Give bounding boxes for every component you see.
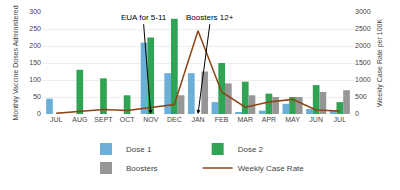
svg-text:1500: 1500 — [355, 59, 371, 66]
svg-text:3000: 3000 — [355, 8, 371, 15]
svg-text:Weekly Case Rate per 100K: Weekly Case Rate per 100K — [376, 19, 384, 108]
svg-text:AUG: AUG — [72, 116, 87, 123]
svg-text:Boosters: Boosters — [126, 164, 158, 173]
svg-text:DEC: DEC — [167, 116, 182, 123]
svg-text:SEPT: SEPT — [94, 116, 113, 123]
svg-text:100: 100 — [29, 76, 41, 83]
svg-text:OCT: OCT — [120, 116, 136, 123]
svg-text:0: 0 — [37, 110, 41, 117]
svg-text:JUL: JUL — [334, 116, 347, 123]
svg-text:2500: 2500 — [355, 25, 371, 32]
svg-text:Dose 2: Dose 2 — [238, 145, 264, 154]
svg-text:200: 200 — [29, 42, 41, 49]
svg-text:FEB: FEB — [215, 116, 229, 123]
svg-text:Boosters 12+: Boosters 12+ — [186, 13, 234, 22]
svg-text:Dose 1: Dose 1 — [126, 145, 152, 154]
svg-text:MAR: MAR — [237, 116, 253, 123]
svg-text:Monthly Vaccine Doses Administ: Monthly Vaccine Doses Administered — [12, 5, 20, 120]
svg-text:Weekly Case Rate: Weekly Case Rate — [238, 164, 305, 173]
svg-text:50: 50 — [33, 93, 41, 100]
svg-text:MAY: MAY — [285, 116, 300, 123]
svg-text:250: 250 — [29, 25, 41, 32]
svg-text:APR: APR — [262, 116, 276, 123]
svg-text:EUA for 5-11: EUA for 5-11 — [121, 13, 167, 22]
svg-text:150: 150 — [29, 59, 41, 66]
svg-text:JAN: JAN — [191, 116, 204, 123]
svg-text:JUL: JUL — [50, 116, 63, 123]
svg-text:500: 500 — [355, 93, 367, 100]
svg-text:0: 0 — [355, 110, 359, 117]
svg-text:NOV: NOV — [143, 116, 159, 123]
svg-text:1000: 1000 — [355, 76, 371, 83]
svg-text:2000: 2000 — [355, 42, 371, 49]
svg-text:300: 300 — [29, 8, 41, 15]
svg-text:JUN: JUN — [309, 116, 323, 123]
